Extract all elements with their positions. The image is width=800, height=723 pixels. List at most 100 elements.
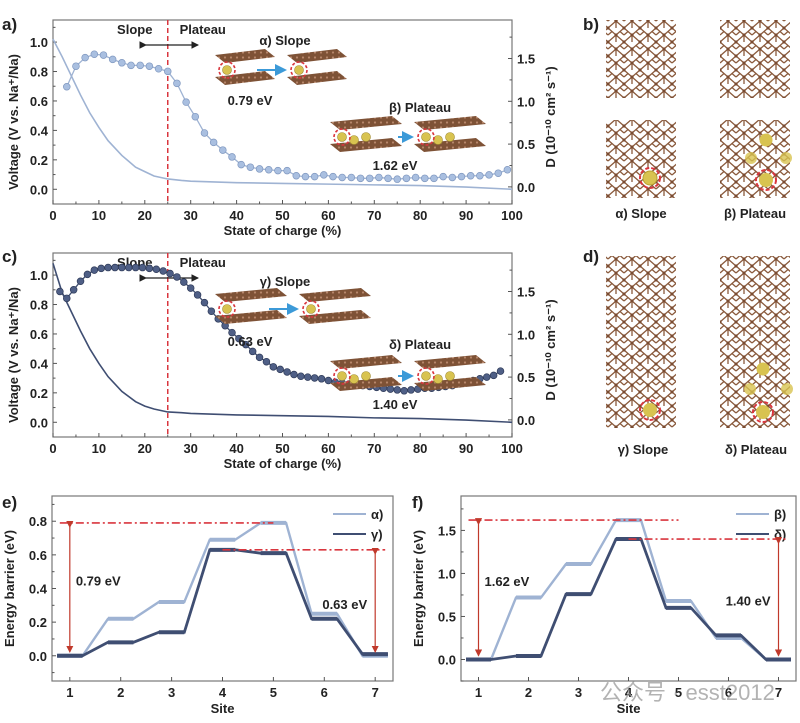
annotation-title-plateau: β) Plateau [389, 100, 451, 115]
x-tick-label: 1 [66, 685, 73, 700]
highlight-ring [218, 61, 236, 79]
graphene-sheet-top [287, 49, 347, 63]
structure-caption-beta: β) Plateau [724, 206, 786, 221]
diffusion-point [173, 79, 181, 88]
diffusion-point [448, 173, 457, 182]
sodium-atom [361, 132, 371, 142]
diffusion-point [310, 374, 319, 382]
diffusion-point [386, 385, 395, 393]
diffusion-point [81, 53, 89, 62]
diffusion-point [118, 263, 126, 272]
graphene-sheet-bottom [330, 138, 402, 152]
diffusion-point [118, 59, 126, 67]
diffusion-point [411, 173, 420, 182]
diffusion-point [63, 83, 71, 91]
diffusion-point [347, 173, 356, 182]
y2-tick-label: 0.0 [517, 413, 535, 428]
diffusion-point [145, 62, 154, 70]
diffusion-point [154, 65, 163, 73]
diffusion-point [191, 112, 200, 121]
y-tick-label: 0.2 [29, 615, 47, 630]
highlight-ring [218, 300, 236, 318]
x-tick-label: 10 [92, 441, 106, 456]
diffusion-point [219, 146, 227, 154]
x-tick-label: 4 [219, 685, 227, 700]
y-tick-label: 0.8 [30, 65, 48, 80]
lattice-b-top-left [606, 20, 676, 98]
sodium-atom [445, 132, 455, 142]
diffusion-point [209, 138, 218, 147]
lattice-d-right [720, 256, 790, 428]
diffusion-point [200, 129, 209, 137]
y2-tick-label: 0.5 [517, 370, 535, 385]
highlight-ring [417, 367, 435, 385]
diffusion-point [255, 165, 264, 173]
structure-panel-b: α) Slope β) Plateau [606, 20, 792, 221]
sodium-atom [421, 371, 431, 381]
region-label-plateau: Plateau [180, 255, 226, 270]
diffusion-point [159, 267, 167, 275]
sodium-atom [421, 132, 431, 142]
diffusion-point [466, 172, 475, 180]
x-tick-label: 70 [367, 208, 381, 223]
diffusion-point [274, 166, 282, 175]
x-tick-label: 5 [675, 685, 682, 700]
diffusion-point [164, 67, 172, 76]
x-axis-label: State of charge (%) [224, 456, 342, 471]
highlight-ring [639, 167, 661, 189]
graphene-sheet-top [414, 116, 486, 130]
x-tick-label: 70 [367, 441, 381, 456]
y2-tick-label: 1.5 [517, 52, 535, 67]
region-label-plateau: Plateau [180, 22, 226, 37]
graphene-sheet-bottom [215, 310, 287, 324]
sodium-atom [745, 152, 757, 164]
y-tick-label: 0.6 [30, 327, 48, 342]
diffusion-point [384, 174, 392, 183]
diffusion-point [324, 376, 333, 385]
x-tick-label: 2 [117, 685, 124, 700]
region-label-slope: Slope [117, 22, 152, 37]
y-tick-label: 0.2 [30, 153, 48, 168]
diffusion-point [292, 172, 301, 180]
x-tick-label: 50 [275, 208, 289, 223]
x-tick-label: 7 [372, 685, 379, 700]
diffusion-point [262, 357, 271, 366]
diffusion-point [108, 55, 117, 64]
y2-tick-label: 1.0 [517, 327, 535, 342]
chart-a: 0 10 20 30 40 50 60 70 80 90 100 State of charge (%… [6, 19, 558, 238]
x-tick-label: 20 [138, 208, 152, 223]
x-tick-label: 5 [270, 685, 277, 700]
barrier-label: 1.62 eV [485, 574, 530, 589]
lattice-b-bottom-left [606, 120, 676, 198]
x-tick-label: 6 [321, 685, 328, 700]
annotation-title-plateau: δ) Plateau [389, 337, 451, 352]
lattice-b-top-right [720, 20, 790, 98]
annotation-energy-plateau: 1.40 eV [373, 397, 418, 412]
diffusion-point [494, 169, 502, 177]
voltage-curve [52, 38, 513, 191]
x-tick-label: 90 [459, 208, 473, 223]
diffusion-point [111, 263, 119, 272]
molecular-inset [215, 49, 347, 85]
barrier-label: 0.79 eV [76, 573, 121, 588]
x-tick-label: 40 [229, 441, 243, 456]
y-axis-label: Voltage (V vs. Na⁺/Na) [6, 54, 21, 190]
x-tick-label: 4 [625, 685, 633, 700]
x-tick-label: 3 [575, 685, 582, 700]
graphene-sheet-bottom [215, 71, 275, 85]
diffusion-point [283, 368, 291, 376]
sodium-atom [294, 65, 304, 75]
diffusion-point [237, 160, 245, 169]
diffusion-point [76, 277, 85, 285]
diffusion-point [276, 365, 284, 374]
diffusion-point [264, 166, 273, 174]
diffusion-point [228, 153, 236, 161]
diffusion-point [457, 172, 466, 181]
y2-tick-label: 1.5 [517, 285, 535, 300]
diffusion-point [303, 373, 312, 381]
diffusion-point [97, 264, 105, 273]
diffusion-point [173, 273, 181, 281]
legend-label: α) [371, 507, 383, 522]
x-tick-label: 80 [413, 441, 427, 456]
diffusion-point [338, 173, 346, 182]
